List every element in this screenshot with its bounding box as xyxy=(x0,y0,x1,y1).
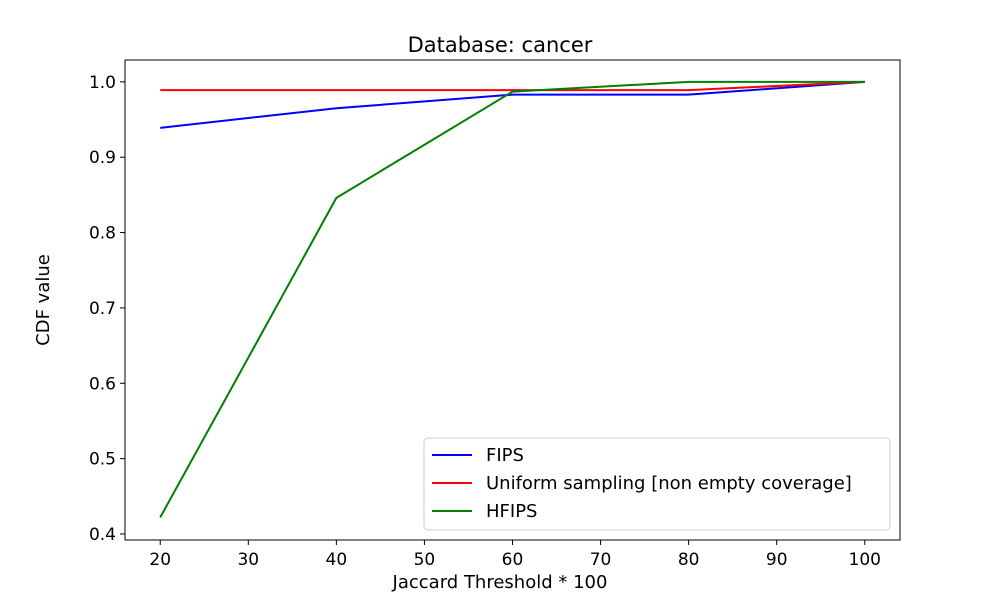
series-line-fips xyxy=(160,80,865,129)
legend-box xyxy=(423,437,891,531)
legend-label: Uniform sampling [non empty coverage] xyxy=(486,473,852,494)
series-line-uniform-sampling-non-empty-coverage xyxy=(160,80,865,92)
y-tick-label: 0.9 xyxy=(89,148,116,168)
x-tick-label: 30 xyxy=(237,550,259,570)
x-tick-label: 70 xyxy=(590,550,612,570)
y-tick-label: 0.4 xyxy=(89,525,116,545)
x-tick-label: 40 xyxy=(326,550,348,570)
series-layer xyxy=(159,80,865,518)
x-axis: 20 30 40 50 60 70 80 90 100 xyxy=(149,540,881,570)
y-tick-label: 1.0 xyxy=(89,73,116,93)
series-line-hfips xyxy=(159,80,865,518)
chart-title: Database: cancer xyxy=(408,33,593,57)
y-tick-label: 0.8 xyxy=(89,224,116,244)
y-tick-label: 0.6 xyxy=(89,374,116,394)
x-tick-label: 50 xyxy=(414,550,436,570)
x-tick-label: 60 xyxy=(502,550,524,570)
y-axis-title: CDF value xyxy=(33,254,54,346)
y-axis: 0.4 0.5 0.6 0.7 0.8 0.9 1.0 xyxy=(89,73,125,545)
x-axis-title: Jaccard Threshold * 100 xyxy=(392,572,608,593)
x-tick-label: 100 xyxy=(849,550,881,570)
legend-entries: FIPS Uniform sampling [non empty coverage… xyxy=(432,445,852,522)
y-tick-label: 0.5 xyxy=(89,450,116,470)
x-tick-label: 20 xyxy=(149,550,171,570)
legend-label: FIPS xyxy=(486,445,524,466)
x-tick-label: 90 xyxy=(766,550,788,570)
legend-label: HFIPS xyxy=(486,501,537,522)
x-tick-label: 80 xyxy=(678,550,700,570)
legend: FIPS Uniform sampling [non empty coverage… xyxy=(423,437,891,531)
y-tick-label: 0.7 xyxy=(89,299,116,319)
